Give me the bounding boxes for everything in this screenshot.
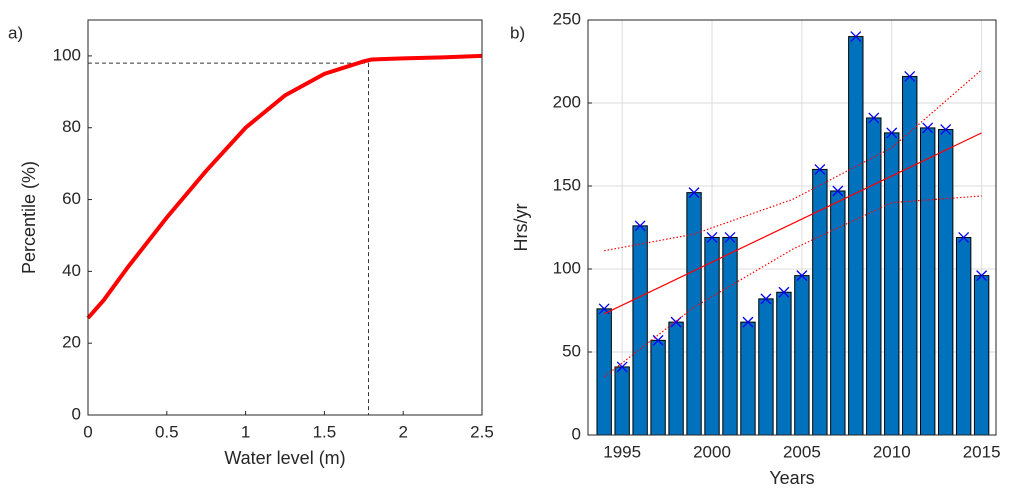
bar [955,236,972,436]
fit-line [603,195,982,378]
x-tick-label: 1995 [603,442,641,461]
bar [794,275,810,436]
point-marker [742,316,754,328]
point-marker [778,286,790,298]
x-tick-label: 2 [398,422,407,441]
panel-label: a) [8,23,23,42]
fit-line [603,132,982,315]
bar [632,225,648,436]
line [86,53,483,320]
y-tick-label: 150 [553,175,581,194]
y-tick-label: 100 [553,258,581,277]
x-axis-label: Water level (m) [224,448,345,468]
point-marker [922,122,934,134]
y-tick-label: 20 [62,333,81,352]
x-tick-label: 2.5 [470,422,494,441]
bar [812,168,828,436]
point-marker [616,361,628,373]
point-marker [868,112,880,124]
point-marker [760,293,772,305]
bar [866,117,882,436]
bar [704,236,720,436]
bar [902,75,918,436]
bar [830,190,846,436]
y-tick-label: 0 [72,404,81,423]
point-marker [958,232,970,243]
point-marker [796,270,808,282]
y-axis-label: Percentile (%) [19,161,39,274]
panel-label: b) [510,23,525,42]
y-tick-label: 0 [572,424,581,443]
point-marker [940,124,952,136]
plot-area [88,20,482,415]
x-axis-label: Years [769,468,814,488]
y-tick-label: 40 [62,261,81,280]
y-axis-label: Hrs/yr [511,204,531,252]
y-tick-label: 60 [62,189,81,208]
bar [758,298,774,436]
bar [776,291,792,436]
bar [668,321,684,436]
point-marker [814,163,826,175]
point-marker [886,127,898,139]
point-marker [976,270,988,282]
point-marker [688,187,700,199]
x-tick-label: 2010 [873,442,911,461]
x-tick-label: 0 [83,422,92,441]
x-tick-label: 0.5 [155,422,179,441]
y-tick-label: 80 [62,117,81,136]
fit-line [604,69,983,252]
bar [920,127,936,436]
y-tick-label: 250 [553,9,581,28]
x-tick-label: 1.5 [313,422,337,441]
point-marker [850,31,862,43]
x-tick-label: 2000 [693,442,731,461]
bar [848,36,864,436]
bar [614,366,630,436]
bar [686,192,702,436]
x-tick-label: 2015 [963,442,1001,461]
point-marker [706,232,718,243]
y-tick-label: 100 [53,45,81,64]
axes-frame [87,19,483,416]
point-marker [634,220,646,232]
bar [596,308,612,436]
point-marker [904,70,916,82]
y-tick-label: 50 [562,341,581,360]
x-tick-label: 2005 [783,442,821,461]
bar [650,339,666,436]
bar [740,321,756,436]
bar [973,275,990,436]
bar [937,129,954,436]
y-tick-label: 200 [553,92,581,111]
x-tick-label: 1 [241,422,250,441]
point-marker [724,232,736,243]
bar [722,236,738,436]
point-marker [832,185,844,197]
axes-frame [587,19,997,436]
